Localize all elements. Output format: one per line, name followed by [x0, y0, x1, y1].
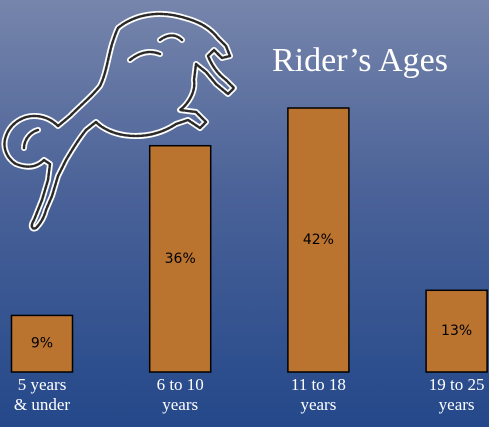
x-tick-label: 11 to 18 years: [263, 375, 373, 415]
x-tick-label: 6 to 10 years: [125, 375, 235, 415]
x-tick-label: 19 to 25 years: [402, 375, 489, 415]
x-tick-label: 5 years & under: [0, 375, 97, 415]
chart-title: Rider’s Ages: [250, 42, 470, 80]
data-label: 42%: [303, 232, 334, 248]
data-label: 13%: [441, 323, 472, 339]
data-label: 9%: [31, 336, 53, 352]
slide: 9% 36% 42% 13% Rider’s Ages 5 years & under…: [0, 0, 489, 427]
data-label: 36%: [165, 251, 196, 267]
